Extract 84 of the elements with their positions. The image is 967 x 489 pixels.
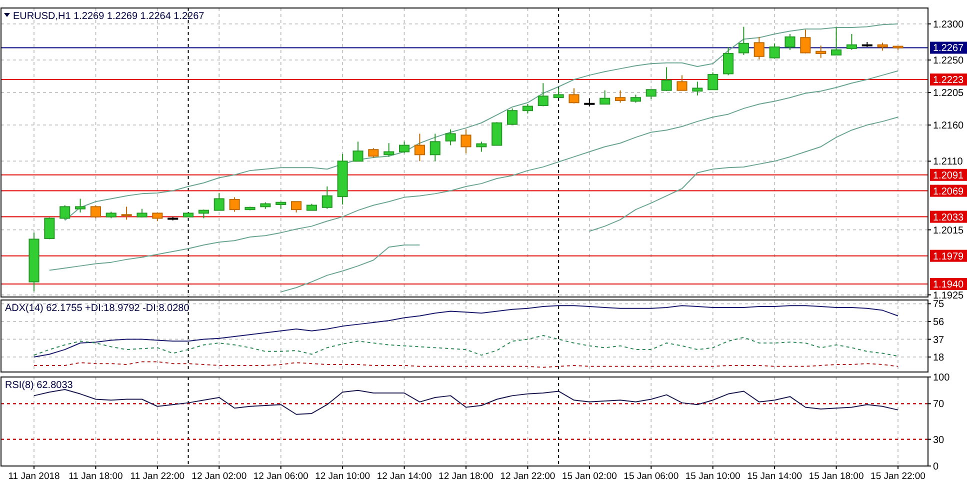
candlestick [600, 90, 610, 105]
x-tick-label: 12 Jan 10:00 [315, 471, 370, 482]
candlestick [831, 27, 842, 56]
x-tick-label: 11 Jan 18:00 [68, 471, 123, 482]
candlestick [44, 217, 55, 240]
candlestick [615, 90, 626, 104]
candlestick [214, 192, 224, 211]
y-tick-label: 56 [933, 317, 945, 328]
x-tick-label: 12 Jan 06:00 [253, 471, 308, 482]
candlestick [676, 74, 688, 91]
chart-title: RSI(8) 62.8033 [5, 380, 74, 391]
candlestick [816, 45, 826, 58]
chart-title: EURUSD,H1 1.2269 1.2269 1.2264 1.2267 [13, 11, 205, 22]
y-tick-label: 70 [933, 399, 945, 410]
y-tick-label: 75 [933, 299, 945, 310]
ref-line-label: 1.2223 [933, 75, 964, 86]
x-tick-label: 15 Jan 22:00 [870, 471, 926, 482]
candlestick [661, 66, 672, 92]
ref-line-label: 1.1940 [933, 279, 964, 290]
candlestick [368, 148, 379, 158]
candlestick [399, 141, 410, 154]
candlestick [75, 198, 86, 213]
candlestick [60, 204, 70, 220]
x-tick-label: 15 Jan 14:00 [747, 471, 802, 482]
candlestick [445, 128, 456, 146]
candlestick [692, 81, 703, 96]
y-tick-label: 30 [933, 434, 945, 446]
candlestick [846, 34, 857, 50]
y-tick-label: 37 [933, 334, 945, 346]
x-tick-label: 12 Jan 02:00 [192, 471, 247, 482]
candlestick [784, 34, 796, 50]
ref-line-label: 1.2091 [933, 170, 964, 182]
candlestick [121, 206, 132, 220]
candlestick [538, 82, 548, 107]
candlestick [492, 122, 502, 146]
candlestick [384, 142, 394, 158]
x-tick-label: 12 Jan 18:00 [438, 471, 494, 482]
candlestick [646, 89, 656, 100]
candlestick [723, 46, 734, 76]
y-tick-label: 1.2160 [933, 120, 964, 132]
x-tick-label: 12 Jan 14:00 [376, 471, 432, 482]
candlestick [460, 128, 472, 154]
y-tick-label: 1.2300 [933, 19, 964, 30]
line-series [64, 23, 898, 221]
line-series [34, 335, 898, 357]
candlestick [322, 186, 332, 210]
candlestick [476, 141, 487, 152]
candlestick [553, 88, 564, 98]
ref-line-label: 1.2033 [933, 212, 964, 224]
y-tick-label: 100 [933, 372, 950, 384]
x-tick-label: 11 Jan 2018 [8, 471, 60, 482]
x-tick-label: 12 Jan 22:00 [500, 471, 556, 482]
x-tick-label: 15 Jan 02:00 [562, 471, 617, 482]
y-tick-label: 1.2110 [933, 156, 964, 168]
line-series [34, 388, 898, 415]
x-tick-label: 15 Jan 06:00 [624, 471, 679, 482]
y-tick-label: 18 [933, 352, 945, 364]
candlestick [800, 29, 811, 54]
candlestick [229, 196, 240, 212]
candlestick [291, 201, 302, 213]
candlestick [90, 204, 101, 219]
y-tick-label: 1.2015 [933, 225, 964, 236]
y-tick-label: 1.1925 [933, 290, 964, 302]
y-tick-label: 1.2250 [933, 56, 964, 67]
candlestick [769, 42, 780, 60]
x-tick-label: 15 Jan 18:00 [808, 471, 864, 482]
chart-title: ADX(14) 62.1755 +DI:18.9792 -DI:8.0280 [5, 303, 190, 314]
candlestick [507, 108, 518, 126]
ref-line-label: 1.2267 [933, 43, 964, 54]
candlestick [352, 141, 364, 162]
candlestick [414, 133, 425, 162]
candlestick [522, 104, 533, 114]
candlestick [568, 88, 580, 104]
x-tick-label: 15 Jan 10:00 [685, 471, 740, 482]
ref-line-label: 1.1979 [933, 251, 964, 262]
x-tick-label: 11 Jan 22:00 [130, 471, 185, 482]
ref-line-label: 1.2069 [933, 186, 964, 198]
y-tick-label: 0 [933, 462, 939, 472]
candlestick [708, 72, 718, 90]
y-tick-label: 1.2205 [933, 88, 964, 100]
line-series [48, 70, 898, 271]
candlestick [738, 26, 749, 56]
candlestick [430, 133, 440, 162]
candlestick [754, 36, 764, 60]
